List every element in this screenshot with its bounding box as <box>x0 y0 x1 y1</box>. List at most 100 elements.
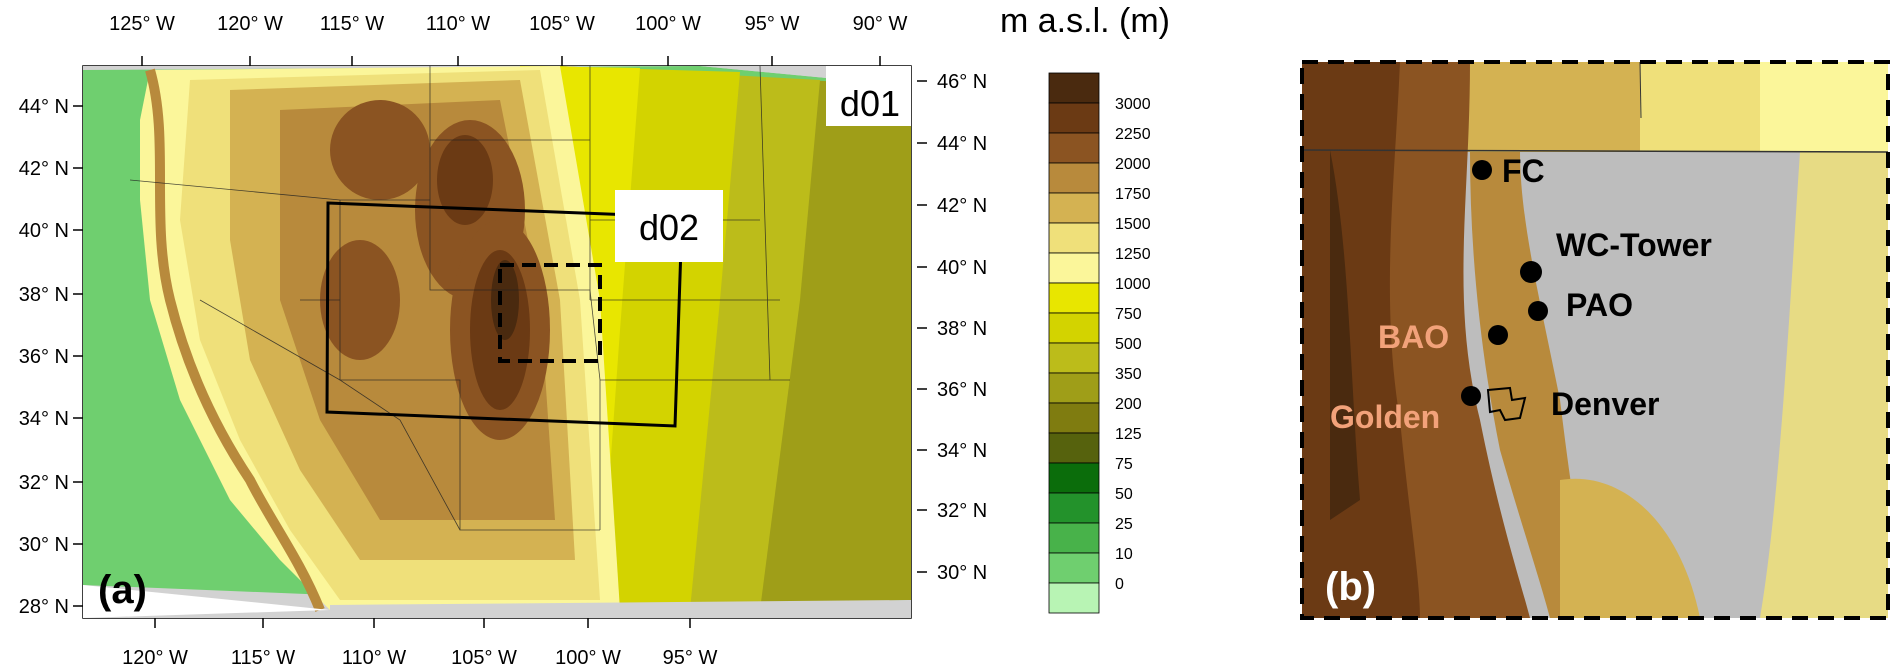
colorbar-swatch <box>1048 342 1100 374</box>
colorbar-title: m a.s.l. (m) <box>1000 2 1170 40</box>
denver-city-outline <box>1486 386 1527 422</box>
colorbar-label: 2250 <box>1115 126 1151 143</box>
site-label-wc-tower: WC-Tower <box>1556 227 1712 263</box>
panel-a-axes: 120° W 115° W 110° W 105° W 100° W 95° W 125° … <box>19 13 988 669</box>
colorbar-swatch <box>1048 102 1100 134</box>
lat-label-left: 40° N <box>19 220 69 242</box>
lon-label-bottom: 120° W <box>122 647 188 669</box>
colorbar-swatch <box>1048 282 1100 314</box>
lat-label-right: 38° N <box>937 318 987 340</box>
lon-label-top: 110° W <box>426 13 490 35</box>
high-mountains <box>1330 150 1360 520</box>
site-label-golden: Golden <box>1330 399 1440 435</box>
lon-label-top: 125° W <box>109 13 175 35</box>
lat-label-right: 36° N <box>937 379 987 401</box>
colorbar-swatch <box>1048 492 1100 524</box>
ridge-3000 <box>491 260 519 340</box>
site-marker-pao <box>1528 301 1548 321</box>
lat-label-left: 38° N <box>19 284 69 306</box>
colorbar-swatch <box>1048 372 1100 404</box>
site-label-bao: BAO <box>1378 319 1449 355</box>
outside-projection <box>83 585 330 618</box>
colorbar-label: 75 <box>1115 456 1133 473</box>
colorbar-swatch <box>1048 132 1100 164</box>
ridge-2000 <box>330 100 430 200</box>
colorbar-swatch <box>1048 222 1100 254</box>
lat-label-right: 32° N <box>937 500 987 522</box>
colorbar-swatch <box>1048 312 1100 344</box>
lat-label-left: 34° N <box>19 408 69 430</box>
lat-label-left: 28° N <box>19 596 69 618</box>
d02-label-box <box>615 190 723 262</box>
colorbar-label: 1250 <box>1115 246 1151 263</box>
lon-label-bottom: 110° W <box>342 647 406 669</box>
colorbar-swatch <box>1048 462 1100 494</box>
site-marker-golden <box>1461 386 1481 406</box>
colorbar-label: 2000 <box>1115 156 1151 173</box>
county-line <box>1639 62 1642 119</box>
colorbar-swatch <box>1048 582 1100 614</box>
lat-label-right: 42° N <box>937 195 987 217</box>
panel-b-label: (b) <box>1325 565 1376 609</box>
colorbar-label: 350 <box>1115 366 1142 383</box>
colorbar-label: 1500 <box>1115 216 1151 233</box>
lat-label-left: 36° N <box>19 346 69 368</box>
colorbar: m a.s.l. (m) 300022502000175015001250100… <box>1000 2 1170 614</box>
lat-label-left: 44° N <box>19 96 69 118</box>
colorbar-swatch <box>1048 72 1100 104</box>
lon-label-top: 115° W <box>320 13 384 35</box>
d03-outline <box>498 263 602 363</box>
colorbar-swatch <box>1048 192 1100 224</box>
colorbar-swatch <box>1048 162 1100 194</box>
colorbar-label: 25 <box>1115 516 1133 533</box>
colorbar-label: 1750 <box>1115 186 1151 203</box>
colorbar-swatch <box>1048 252 1100 284</box>
southern-terrain <box>1560 478 1700 618</box>
outside-domain <box>330 600 911 618</box>
lat-label-left: 42° N <box>19 158 69 180</box>
colorbar-swatch <box>1048 522 1100 554</box>
state-line <box>1302 149 1888 153</box>
colorbar-swatches: 3000225020001750150012501000750500350200… <box>1048 72 1151 614</box>
site-marker-fc <box>1472 160 1492 180</box>
panel-a-map: d01 d02 (a) <box>82 65 912 619</box>
site-label-denver: Denver <box>1551 386 1660 422</box>
d01-label: d01 <box>840 83 900 124</box>
panel-b-map: FC WC-Tower PAO BAO Golden Denver (b) <box>1300 60 1890 620</box>
lon-label-bottom: 100° W <box>555 647 621 669</box>
lon-label-top: 105° W <box>529 13 595 35</box>
lon-label-bottom: 115° W <box>231 647 295 669</box>
lat-label-right: 46° N <box>937 71 987 93</box>
lat-label-right: 34° N <box>937 440 987 462</box>
lon-label-top: 95° W <box>745 13 800 35</box>
colorbar-label: 500 <box>1115 336 1142 353</box>
colorbar-label: 0 <box>1115 576 1124 593</box>
colorbar-swatch <box>1048 402 1100 434</box>
ridge-2250 <box>437 135 493 225</box>
lat-label-right: 44° N <box>937 133 987 155</box>
colorbar-label: 1000 <box>1115 276 1151 293</box>
lat-label-left: 30° N <box>19 534 69 556</box>
coastal-range <box>145 68 325 612</box>
lat-label-right: 30° N <box>937 562 987 584</box>
eastern-terrain <box>1760 152 1888 618</box>
site-label-pao: PAO <box>1566 287 1633 323</box>
site-marker-wc-tower <box>1520 261 1542 283</box>
colorbar-label: 10 <box>1115 546 1133 563</box>
colorbar-label: 200 <box>1115 396 1142 413</box>
lon-label-top: 120° W <box>217 13 283 35</box>
lon-label-bottom: 95° W <box>663 647 718 669</box>
panel-a-label: (a) <box>98 568 147 612</box>
lat-label-left: 32° N <box>19 472 69 494</box>
colorbar-swatch <box>1048 552 1100 584</box>
site-label-fc: FC <box>1502 153 1545 189</box>
d01-label-box <box>826 66 911 126</box>
d02-label: d02 <box>639 207 699 248</box>
colorbar-swatch <box>1048 432 1100 464</box>
colorbar-label: 750 <box>1115 306 1142 323</box>
panel-b-frame <box>1300 60 1890 620</box>
colorbar-label: 125 <box>1115 426 1142 443</box>
lon-label-top: 100° W <box>635 13 701 35</box>
